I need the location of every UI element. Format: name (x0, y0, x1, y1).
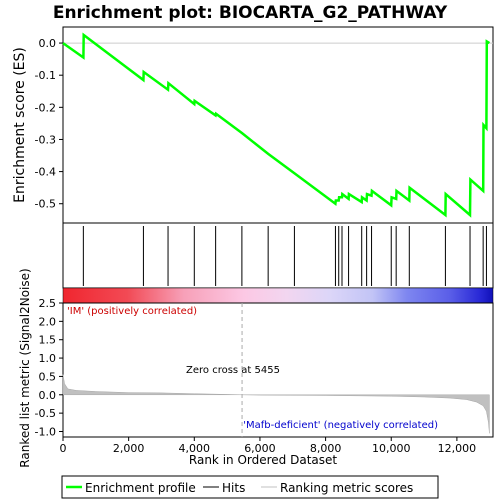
metric-y-tick-label: -0.5 (35, 407, 56, 420)
ranking-color-bar (62, 287, 494, 304)
metric-area (62, 374, 490, 434)
metric-y-tick-label: 0.5 (39, 370, 57, 383)
x-tick-label: 12,000 (438, 442, 477, 455)
x-axis-label: Rank in Ordered Dataset (189, 453, 337, 467)
es-y-tick-label: 0.0 (39, 37, 57, 50)
es-y-axis-label: Enrichment score (ES) (12, 47, 28, 203)
x-tick-label: 0 (60, 442, 67, 455)
es-curve (62, 32, 491, 218)
metric-y-tick-label: 0.0 (39, 389, 57, 402)
metric-y-axis-label: Ranked list metric (Signal2Noise) (18, 268, 32, 467)
x-tick-label: 8,000 (310, 442, 342, 455)
metric-y-tick-label: 2.0 (39, 315, 57, 328)
x-tick-label: 10,000 (372, 442, 411, 455)
zero-cross-label: Zero cross at 5455 (186, 365, 280, 376)
es-panel-frame (62, 26, 494, 224)
metric-y-tick-label: -1.0 (35, 425, 56, 438)
hits-panel-frame (62, 222, 494, 289)
negative-label: 'Mafb-deficient' (negatively correlated) (243, 420, 438, 431)
x-tick-label: 2,000 (113, 442, 145, 455)
legend-es-label: Enrichment profile (85, 481, 196, 495)
es-y-ticks: 0.0 -0.1 -0.2 -0.3 -0.4 -0.5 (35, 37, 493, 211)
x-tick-label: 4,000 (179, 442, 211, 455)
es-y-tick-label: -0.3 (35, 133, 56, 146)
metric-y-ticks: -1.0 -0.5 0.0 0.5 1.0 1.5 2.0 2.5 (35, 297, 63, 438)
positive-label: 'IM' (positively correlated) (67, 306, 197, 317)
hit-markers (82, 226, 487, 286)
metric-y-tick-label: 1.5 (39, 334, 57, 347)
x-axis-ticks: 0 2,000 4,000 6,000 8,000 10,000 12,000 (60, 437, 477, 455)
legend-metric-label: Ranking metric scores (280, 481, 413, 495)
es-y-tick-label: -0.1 (35, 69, 56, 82)
x-tick-label: 6,000 (244, 442, 276, 455)
metric-panel-frame (62, 302, 494, 438)
es-y-tick-label: -0.2 (35, 101, 56, 114)
legend-hits-label: Hits (222, 481, 245, 495)
es-y-tick-label: -0.4 (35, 166, 56, 179)
legend-frame (61, 475, 439, 499)
chart-title: Enrichment plot: BIOCARTA_G2_PATHWAY (53, 3, 448, 23)
metric-y-tick-label: 1.0 (39, 352, 57, 365)
es-y-tick-label: -0.5 (35, 198, 56, 211)
legend: Enrichment profile Hits Ranking metric s… (61, 475, 439, 499)
metric-y-tick-label: 2.5 (39, 297, 57, 310)
